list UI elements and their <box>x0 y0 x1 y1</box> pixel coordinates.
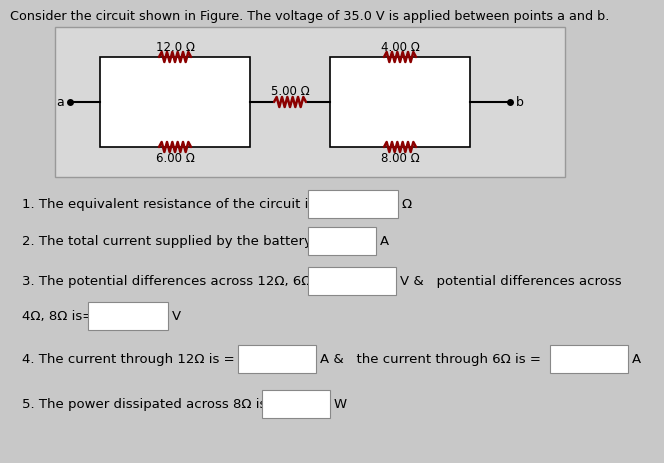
Bar <box>308 191 398 219</box>
Bar <box>88 302 168 330</box>
Text: Ω: Ω <box>402 198 412 211</box>
Text: 5.00 Ω: 5.00 Ω <box>271 85 309 98</box>
Text: V: V <box>172 310 181 323</box>
Text: a: a <box>56 96 64 109</box>
Bar <box>238 345 316 373</box>
Bar <box>100 58 250 148</box>
Text: 2. The total current supplied by the battery is =: 2. The total current supplied by the bat… <box>22 235 342 248</box>
Text: V &   potential differences across: V & potential differences across <box>400 275 622 288</box>
Text: A: A <box>632 353 641 366</box>
Text: 4.00 Ω: 4.00 Ω <box>380 41 420 54</box>
Bar <box>55 28 565 178</box>
Bar <box>308 227 376 256</box>
Bar <box>308 268 396 295</box>
Text: A &   the current through 6Ω is =: A & the current through 6Ω is = <box>320 353 541 366</box>
Text: 8.00 Ω: 8.00 Ω <box>380 152 420 165</box>
Text: 3. The potential differences across 12Ω, 6Ω is=: 3. The potential differences across 12Ω,… <box>22 275 337 288</box>
Bar <box>262 390 330 418</box>
Text: 4. The current through 12Ω is =: 4. The current through 12Ω is = <box>22 353 234 366</box>
Text: 4Ω, 8Ω is=: 4Ω, 8Ω is= <box>22 310 93 323</box>
Text: b: b <box>516 96 524 109</box>
Text: 6.00 Ω: 6.00 Ω <box>155 152 195 165</box>
Text: 1. The equivalent resistance of the circuit is =: 1. The equivalent resistance of the circ… <box>22 198 331 211</box>
Bar <box>550 345 628 373</box>
Text: 12.0 Ω: 12.0 Ω <box>155 41 195 54</box>
Text: Consider the circuit shown in Figure. The voltage of 35.0 V is applied between p: Consider the circuit shown in Figure. Th… <box>10 10 610 23</box>
Text: W: W <box>334 398 347 411</box>
Text: A: A <box>380 235 389 248</box>
Text: 5. The power dissipated across 8Ω is =: 5. The power dissipated across 8Ω is = <box>22 398 282 411</box>
Bar <box>330 58 470 148</box>
